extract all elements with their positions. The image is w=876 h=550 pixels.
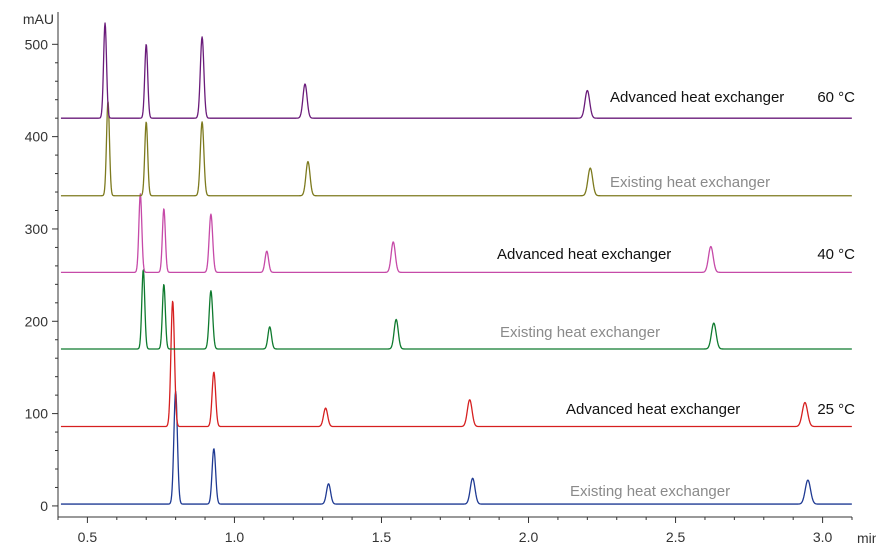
annotation-temp-60c: 60 °C bbox=[817, 89, 855, 106]
x-tick-label-1.5: 1.5 bbox=[372, 529, 392, 545]
traces bbox=[60, 22, 853, 505]
ticks: 0 100 200 300 400 500 0.5 1.0 1.5 2.0 2.5 3.0 bbox=[25, 36, 853, 545]
annotation-temp-25c: 25 °C bbox=[817, 401, 855, 418]
y-tick-label-400: 400 bbox=[25, 129, 49, 145]
y-tick-label-100: 100 bbox=[25, 406, 49, 422]
x-axis-unit-label: min bbox=[857, 530, 876, 546]
annotation-advanced-60c: Advanced heat exchanger bbox=[610, 89, 784, 106]
x-tick-label-1: 1.0 bbox=[225, 529, 245, 545]
y-tick-label-300: 300 bbox=[25, 221, 49, 237]
x-tick-label-3: 3.0 bbox=[813, 529, 833, 545]
trace-0 bbox=[60, 390, 853, 505]
annotation-advanced-25c: Advanced heat exchanger bbox=[566, 401, 740, 418]
x-tick-label-0.5: 0.5 bbox=[78, 529, 98, 545]
trace-2 bbox=[60, 269, 853, 350]
trace-5 bbox=[60, 22, 853, 119]
trace-1 bbox=[60, 300, 853, 428]
annotation-existing-60c: Existing heat exchanger bbox=[610, 174, 770, 191]
y-tick-label-200: 200 bbox=[25, 313, 49, 329]
trace-4 bbox=[60, 101, 853, 197]
axes bbox=[57, 12, 852, 518]
x-tick-label-2: 2.0 bbox=[519, 529, 539, 545]
annotation-advanced-40c: Advanced heat exchanger bbox=[497, 246, 671, 263]
annotation-existing-25c: Existing heat exchanger bbox=[570, 483, 730, 500]
annotations: Advanced heat exchanger 60 °C Existing h… bbox=[497, 89, 855, 500]
y-tick-label-500: 500 bbox=[25, 36, 49, 52]
x-tick-label-2.5: 2.5 bbox=[666, 529, 686, 545]
trace-3 bbox=[60, 193, 853, 273]
annotation-temp-40c: 40 °C bbox=[817, 246, 855, 263]
y-axis-unit-label: mAU bbox=[23, 11, 54, 27]
y-tick-label-0: 0 bbox=[40, 498, 48, 514]
annotation-existing-40c: Existing heat exchanger bbox=[500, 324, 660, 341]
